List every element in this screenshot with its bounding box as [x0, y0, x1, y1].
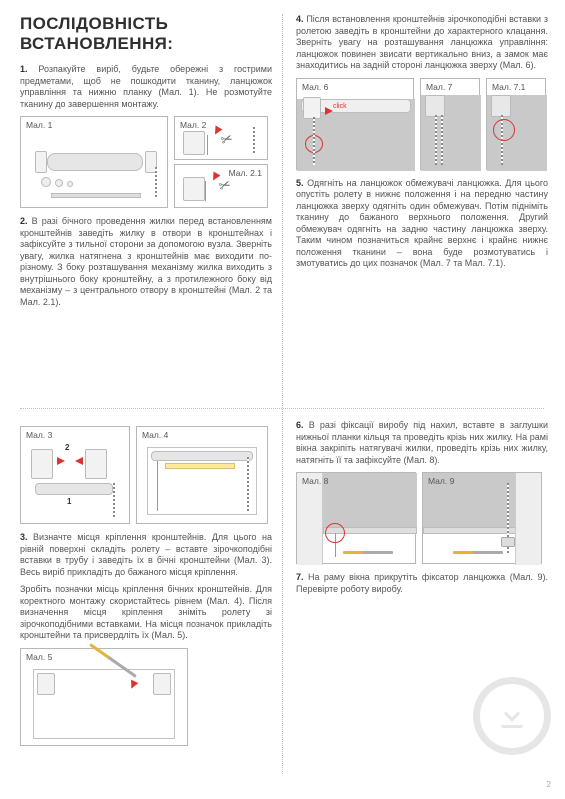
scissors-icon-2: ✂	[216, 176, 233, 196]
vertical-divider	[282, 14, 283, 774]
step-3b-body: Зробіть позначки місць кріплення бічних …	[20, 584, 272, 640]
figure-1: Мал. 1	[20, 116, 168, 208]
page-title: ПОСЛІДОВНІСТЬ ВСТАНОВЛЕННЯ:	[20, 14, 272, 54]
figure-2: Мал. 2 ✂	[174, 116, 268, 160]
figure-6: Мал. 6 click	[296, 78, 414, 170]
right-column-lower: 6. В разі фіксації виробу під нахил, вст…	[296, 420, 548, 601]
watermark-icon	[473, 677, 551, 755]
fig-1-label: Мал. 1	[26, 120, 52, 130]
left-column: ПОСЛІДОВНІСТЬ ВСТАНОВЛЕННЯ: 1. Розпакуйт…	[20, 14, 272, 314]
step-2-body: В разі бічного проведення жилки перед вс…	[20, 216, 272, 307]
fig-row-2: Мал. 3 2 1 Мал. 4	[20, 426, 272, 524]
figure-7-1: Мал. 7.1	[486, 78, 546, 170]
figure-8: Мал. 8	[296, 472, 416, 564]
horizontal-divider	[20, 408, 544, 409]
figure-9: Мал. 9	[422, 472, 542, 564]
step-4-text: 4. Після встановлення кронштейнів зірочк…	[296, 14, 548, 72]
fig-8-label: Мал. 8	[302, 476, 328, 486]
step-2-text: 2. В разі бічного проведення жилки перед…	[20, 216, 272, 308]
fig-6-label: Мал. 6	[302, 82, 328, 92]
click-label: click	[333, 103, 347, 110]
step-6-text: 6. В разі фіксації виробу під нахил, вст…	[296, 420, 548, 466]
step-1-body: Розпакуйте виріб, будьте обережні з гост…	[20, 64, 272, 109]
download-arrow-icon	[494, 698, 530, 734]
step-5-body: Одягніть на ланцюжок обмежувачі ланцюжка…	[296, 178, 548, 269]
fig-2-1-label: Мал. 2.1	[229, 168, 262, 178]
fig-4-label: Мал. 4	[142, 430, 168, 440]
page-number: 2	[547, 780, 551, 789]
page: ПОСЛІДОВНІСТЬ ВСТАНОВЛЕННЯ: 1. Розпакуйт…	[0, 0, 565, 799]
figure-3: Мал. 3 2 1	[20, 426, 130, 524]
fig-9-label: Мал. 9	[428, 476, 454, 486]
badge-1: 1	[67, 497, 71, 506]
fig-7-1-label: Мал. 7.1	[492, 82, 525, 92]
step-7-body: На раму вікна прикрутіть фіксатор ланцюж…	[296, 572, 548, 594]
scissors-icon: ✂	[218, 130, 235, 150]
step-1-text: 1. Розпакуйте виріб, будьте обережні з г…	[20, 64, 272, 110]
figure-7: Мал. 7	[420, 78, 480, 170]
step-3b-text: Зробіть позначки місць кріплення бічних …	[20, 584, 272, 642]
fig-7-label: Мал. 7	[426, 82, 452, 92]
figure-4: Мал. 4	[136, 426, 268, 524]
fig-5-label: Мал. 5	[26, 652, 52, 662]
badge-2: 2	[65, 443, 69, 452]
right-column: 4. Після встановлення кронштейнів зірочк…	[296, 14, 548, 276]
step-5-text: 5. Одягніть на ланцюжок обмежувачі ланцю…	[296, 178, 548, 270]
fig-row-3: Мал. 5	[20, 648, 272, 746]
fig-2-label: Мал. 2	[180, 120, 206, 130]
fig-row-4: Мал. 6 click Мал. 7 Мал. 7.1	[296, 78, 548, 170]
step-3a-text: 3. Визначте місця кріплення кронштейнів.…	[20, 532, 272, 578]
step-6-body: В разі фіксації виробу під нахил, вставт…	[296, 420, 548, 465]
figure-2-1: Мал. 2.1 ✂	[174, 164, 268, 208]
figure-5: Мал. 5	[20, 648, 188, 746]
fig-row-5: Мал. 8 Мал. 9	[296, 472, 548, 564]
step-4-body: Після встановлення кронштейнів зірочкопо…	[296, 14, 548, 70]
step-7-text: 7. На раму вікна прикрутіть фіксатор лан…	[296, 572, 548, 595]
fig-3-label: Мал. 3	[26, 430, 52, 440]
left-column-lower: Мал. 3 2 1 Мал. 4 3. Визначте місця кріп…	[20, 420, 272, 754]
step-3a-body: Визначте місця кріплення кронштейнів. Дл…	[20, 532, 272, 577]
fig-row-1: Мал. 1 Мал. 2 ✂	[20, 116, 272, 208]
